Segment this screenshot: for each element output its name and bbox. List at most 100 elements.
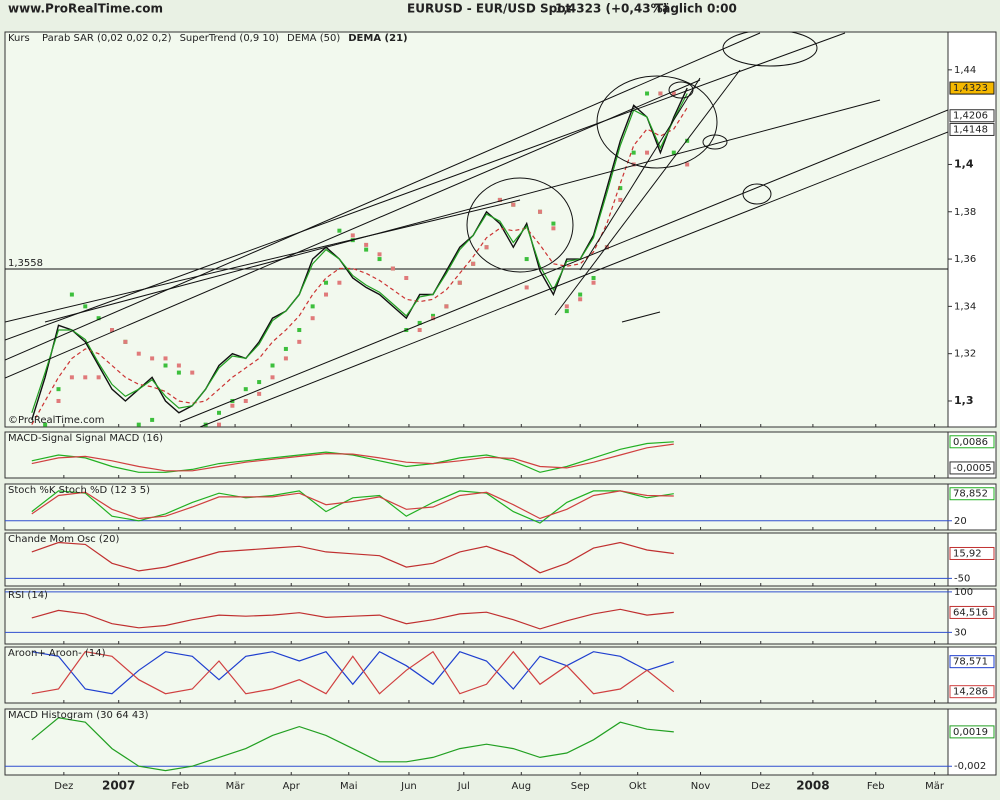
x-tick-label: Feb — [867, 781, 885, 792]
x-tick-label: Mär — [226, 781, 246, 792]
indicator-dot — [578, 297, 583, 302]
y-tick-label: 1,4 — [954, 157, 974, 170]
indicator-dot — [591, 275, 596, 280]
series-line — [31, 441, 674, 473]
x-tick-label: Jun — [400, 781, 417, 792]
indicator-dot — [324, 292, 329, 297]
indicator-dot — [83, 375, 88, 380]
series-line — [31, 608, 674, 630]
indicator-dot — [310, 316, 315, 321]
price-tag-label: 78,571 — [953, 657, 988, 668]
series-line — [31, 717, 674, 772]
indicator-dot — [364, 247, 369, 252]
indicator-dot — [444, 304, 449, 309]
indicator-dot — [136, 422, 141, 427]
indicator-dot — [243, 398, 248, 403]
price-tag-label: -0,0005 — [953, 463, 992, 474]
x-tick-label: Okt — [629, 781, 647, 792]
panel — [4, 532, 949, 587]
y-tick-label: 1,36 — [954, 254, 976, 265]
indicator-dot — [217, 410, 222, 415]
indicator-dot — [431, 313, 436, 318]
indicator-dot — [564, 309, 569, 314]
indicator-dot — [96, 316, 101, 321]
indicator-dot — [484, 245, 489, 250]
indicator-dot — [176, 363, 181, 368]
axis-area — [947, 708, 997, 776]
indicator-dot — [578, 292, 583, 297]
price-tag — [949, 109, 995, 123]
series-line — [31, 650, 675, 695]
y-tick-label: 1,44 — [954, 65, 976, 76]
x-tick-label: 2007 — [102, 779, 135, 793]
price-tag — [949, 655, 995, 669]
quote: 1,4323 (+0,43%) — [555, 2, 668, 16]
indicator-dot — [551, 221, 556, 226]
indicator-dot — [511, 202, 516, 207]
price-tag — [949, 461, 995, 475]
level-label: 1,3558 — [8, 258, 43, 269]
indicator-dot — [270, 375, 275, 380]
price-tag-label: 1,4323 — [953, 83, 988, 94]
x-tick-label: Dez — [751, 781, 770, 792]
price-tag — [949, 435, 995, 449]
indicator-dot — [96, 375, 101, 380]
price-tag — [949, 546, 995, 560]
price-tag — [949, 605, 995, 619]
panels: 1,3 1,32 1,34 1,36 1,38 1,4 1,44 1,3558 Kurs Para… — [4, 31, 997, 793]
price-tag-label: 78,852 — [953, 489, 988, 500]
indicator-dot — [56, 387, 61, 392]
price-tag — [949, 685, 995, 699]
indicator-dot — [497, 197, 502, 202]
y-tick-label: -50 — [954, 573, 970, 584]
indicator-dot — [243, 387, 248, 392]
indicator-dot — [364, 242, 369, 247]
indicator-dot — [524, 257, 529, 262]
indicator-dot — [69, 292, 74, 297]
y-tick-label: 1,38 — [954, 207, 976, 218]
x-tick-label: Nov — [691, 781, 711, 792]
indicator-dot — [685, 162, 690, 167]
price-tag-label: 1,4148 — [953, 124, 988, 135]
indicator-dot — [150, 417, 155, 422]
indicator-dot — [377, 257, 382, 262]
indicator-dot — [404, 275, 409, 280]
panel — [4, 588, 949, 645]
indicator-dot — [658, 91, 663, 96]
indicator-dot — [417, 320, 422, 325]
price-tag-label: 15,92 — [953, 548, 982, 559]
legend-entry: SuperTrend (0,9 10) — [180, 33, 280, 44]
indicator-dot — [270, 363, 275, 368]
x-tick-label: Feb — [171, 781, 189, 792]
price-tag-label: 64,516 — [953, 607, 988, 618]
panel-label: MACD-Signal Signal MACD (16) — [8, 433, 163, 444]
indicator-dot — [297, 328, 302, 333]
indicator-dot — [110, 328, 115, 333]
trend-lines — [5, 32, 948, 427]
indicator-dot — [217, 422, 222, 427]
indicator-dot — [377, 252, 382, 257]
price-tag-label: 14,286 — [953, 687, 988, 698]
legend-entry: Parab SAR (0,02 0,02 0,2) — [42, 33, 172, 44]
indicator-dot — [190, 370, 195, 375]
y-tick-label: 20 — [954, 516, 967, 527]
y-tick-label: 1,3 — [954, 394, 974, 407]
x-tick-label: Mär — [925, 781, 945, 792]
indicator-dot — [350, 233, 355, 238]
indicator-dot — [310, 304, 315, 309]
indicator-dot — [671, 150, 676, 155]
indicator-dot — [56, 398, 61, 403]
indicator-dot — [591, 280, 596, 285]
price-tag — [949, 725, 995, 739]
indicator-dot — [645, 150, 650, 155]
indicator-dot — [123, 339, 128, 344]
x-tick-label: Dez — [54, 781, 73, 792]
indicator-dot — [43, 422, 48, 427]
series-line — [31, 490, 674, 524]
y-tick-label: 1,34 — [954, 301, 976, 312]
indicator-dot — [230, 403, 235, 408]
price-tag — [949, 487, 995, 501]
axis-area — [947, 31, 997, 428]
indicator-dot — [645, 91, 650, 96]
